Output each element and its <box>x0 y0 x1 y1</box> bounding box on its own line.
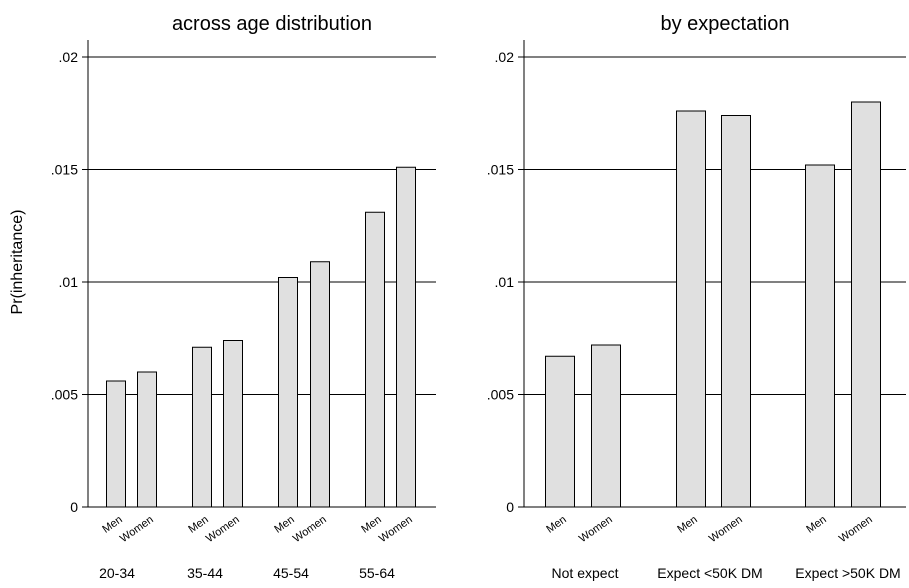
bar-label: Women <box>837 514 875 545</box>
bar <box>591 344 621 508</box>
bar <box>278 277 298 508</box>
bar <box>223 340 243 508</box>
chart-panel-2: 0 .005 .01 .015 .02 Men Women Not expect Men Wome… <box>487 13 906 581</box>
group-label: Expect <50K DM <box>657 565 762 581</box>
bar <box>106 380 126 508</box>
y-tick-label: .005 <box>487 387 514 403</box>
y-tick-label: 0 <box>506 499 514 515</box>
group-label: 55-64 <box>359 565 395 581</box>
group-label: 20-34 <box>99 565 135 581</box>
bar-label: Women <box>118 514 156 545</box>
chart-panel-1: 0.005.01.015.02MenWomen20-34MenWomen35-4… <box>51 13 436 581</box>
y-axis-label: Pr(inheritance) <box>9 210 26 315</box>
bar-label: Women <box>377 514 415 545</box>
y-tick-label: .015 <box>51 162 78 178</box>
chart-title: by expectation <box>661 13 790 35</box>
y-tick-label: .02 <box>495 49 515 65</box>
y-tick-label: .005 <box>51 387 78 403</box>
bar-label: Men <box>272 514 296 536</box>
bar <box>192 346 212 508</box>
group-label: 45-54 <box>273 565 309 581</box>
bar-label: Women <box>577 514 615 545</box>
y-tick-label: .01 <box>59 274 79 290</box>
y-tick-label: .015 <box>487 162 514 178</box>
bar <box>721 115 751 508</box>
group-label: Expect >50K DM <box>795 565 900 581</box>
group-label: Not expect <box>552 565 619 581</box>
y-tick-label: .01 <box>495 274 515 290</box>
bar <box>396 166 416 508</box>
bar <box>545 355 575 508</box>
bar <box>851 101 881 508</box>
bar <box>310 261 330 508</box>
bar <box>676 110 706 508</box>
bar-label: Men <box>544 514 568 536</box>
y-tick-label: 0 <box>70 499 78 515</box>
bar-label: Women <box>204 514 242 545</box>
bar-label: Women <box>707 514 745 545</box>
bar <box>137 371 157 508</box>
bar <box>365 211 385 508</box>
bar-label: Women <box>291 514 329 545</box>
group-label: 35-44 <box>187 565 223 581</box>
y-tick-label: .02 <box>59 49 79 65</box>
chart-title: across age distribution <box>172 13 372 35</box>
bar-label: Men <box>675 514 699 536</box>
bar-label: Men <box>804 514 828 536</box>
bar <box>805 164 835 508</box>
